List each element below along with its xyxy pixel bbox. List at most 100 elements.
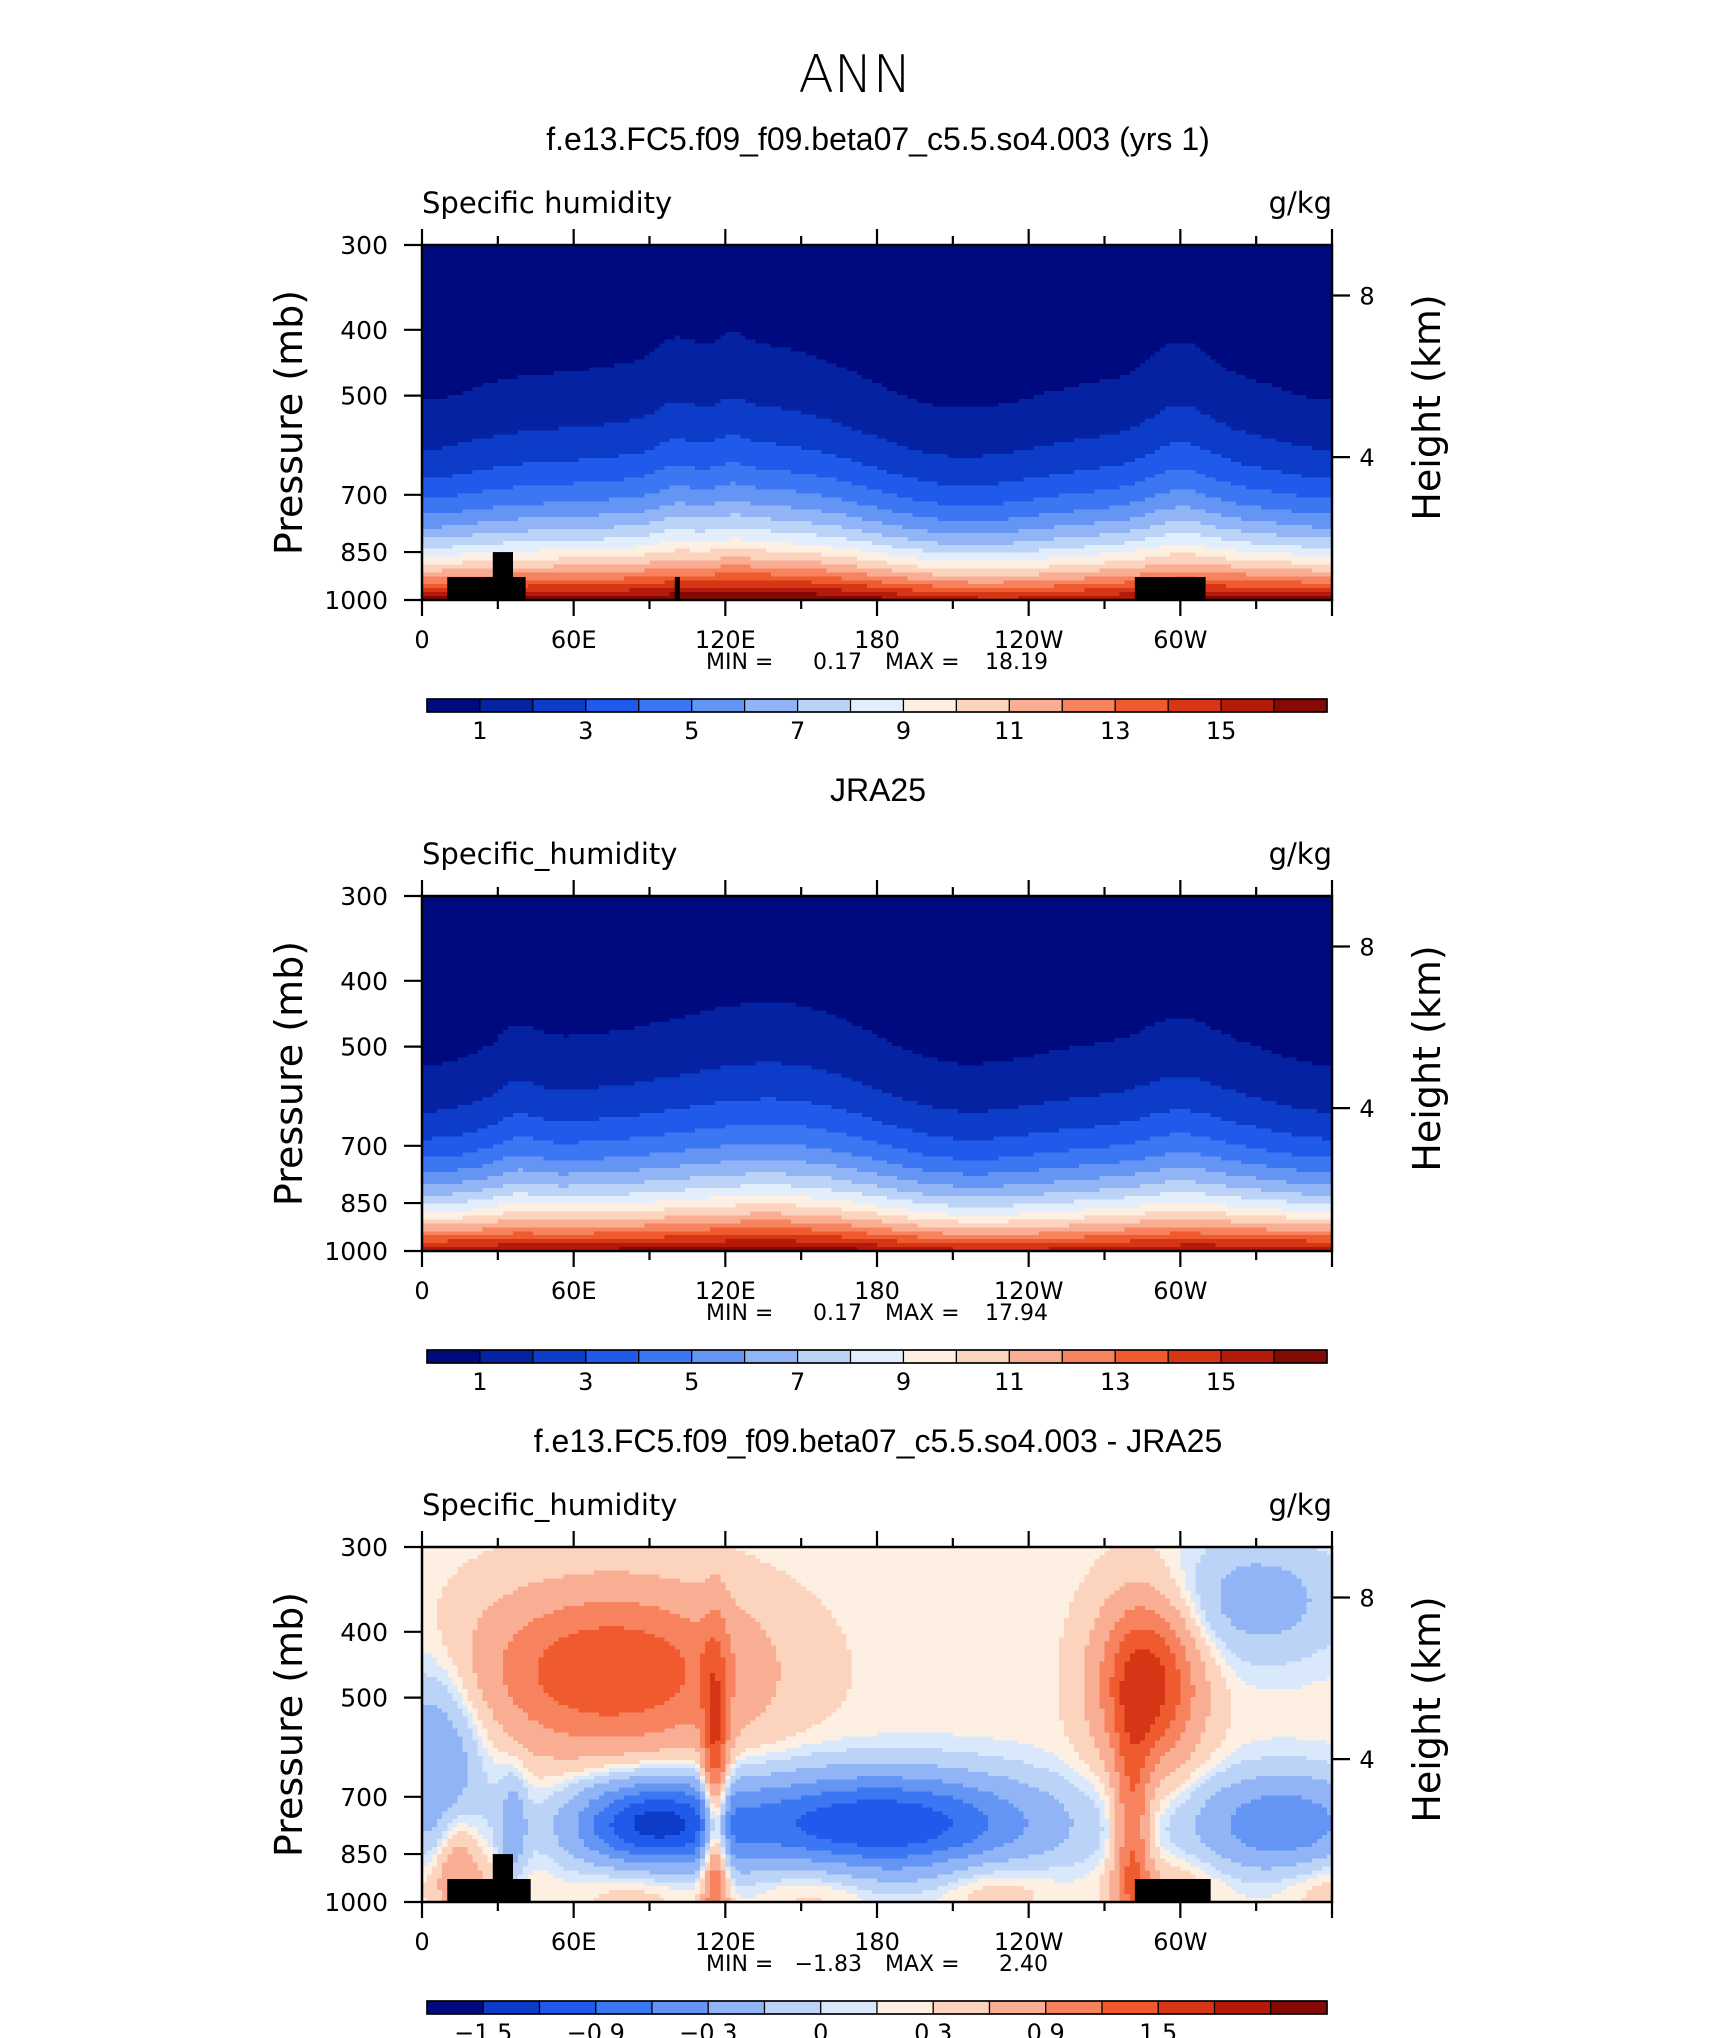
colorbar-box: [1114, 1349, 1169, 1364]
colorbar-box: [707, 2000, 766, 2015]
x-tick-label: 180: [854, 626, 900, 654]
colorbar-box: [532, 698, 587, 713]
colorbar-box: [1008, 1349, 1063, 1364]
colorbar-box: [691, 698, 746, 713]
y-tick-label: 400: [340, 1618, 388, 1647]
units-label: g/kg: [1269, 837, 1332, 871]
colorbar: 1 3 5 7 9 11 13 15: [426, 698, 1328, 745]
colorbar-box: [1157, 2000, 1216, 2015]
colorbar-box: [1167, 698, 1222, 713]
colorbar-box: [932, 2000, 991, 2015]
colorbar-label: 1.5: [1139, 2019, 1177, 2038]
colorbar-box: [796, 698, 852, 713]
colorbar-label: 13: [1100, 717, 1131, 745]
max-label: MAX =: [885, 1952, 960, 1977]
min-value: 0.17: [813, 650, 862, 675]
min-label: MIN =: [706, 1301, 773, 1326]
colorbar-frame: [426, 2000, 1328, 2015]
y-right-axis-label: Height (km): [1405, 1596, 1449, 1822]
x-tick-label: 60W: [1153, 626, 1207, 654]
y-tick-label: 500: [340, 382, 388, 411]
y-tick-label: 300: [340, 882, 388, 911]
colorbar-box: [1213, 2000, 1272, 2015]
land-block: [1134, 1879, 1211, 1902]
colorbar-box: [744, 1349, 799, 1364]
panel-1: f.e13.FC5.f09_f09.beta07_c5.5.so4.003 (y…: [267, 121, 1449, 745]
variable-label: Specific_humidity: [422, 1488, 677, 1522]
land-block: [492, 1854, 513, 1902]
colorbar-box: [426, 1349, 481, 1364]
colorbar-box: [538, 2000, 597, 2015]
y-tick-label: 400: [340, 967, 388, 996]
y-right-tick-label: 4: [1359, 1746, 1374, 1774]
colorbar-label: 0.9: [1027, 2019, 1065, 2038]
colorbar-label: 1: [472, 717, 487, 745]
x-tick-label: 60W: [1153, 1928, 1207, 1956]
x-tick-label: 180: [854, 1928, 900, 1956]
colorbar-box: [1061, 698, 1116, 713]
y-right-tick-label: 4: [1359, 444, 1374, 472]
colorbar-label: −0.9: [567, 2019, 625, 2038]
colorbar-box: [1008, 698, 1063, 713]
colorbar-label: 9: [896, 1368, 911, 1396]
land-block: [447, 1879, 531, 1902]
x-tick-label: 60E: [551, 1928, 597, 1956]
units-label: g/kg: [1269, 1488, 1332, 1522]
colorbar-label: −1.5: [454, 2019, 512, 2038]
panel-title: f.e13.FC5.f09_f09.beta07_c5.5.so4.003 - …: [534, 1423, 1222, 1459]
land-block: [492, 552, 513, 600]
colorbar-label: 9: [896, 717, 911, 745]
colorbar-box: [585, 698, 640, 713]
colorbar-box: [638, 1349, 693, 1364]
y-axis-label: Pressure (mb): [267, 1592, 311, 1857]
colorbar-label: 11: [994, 717, 1025, 745]
colorbar-box: [876, 2000, 934, 2015]
y-tick-label: 500: [340, 1033, 388, 1062]
colorbar-box: [820, 2000, 878, 2015]
y-right-tick-label: 8: [1359, 933, 1374, 961]
min-label: MIN =: [706, 650, 773, 675]
y-right-tick-label: 4: [1359, 1095, 1374, 1123]
colorbar-box: [1114, 698, 1169, 713]
colorbar-label: 5: [684, 717, 699, 745]
colorbar-box: [849, 1349, 905, 1364]
colorbar-label: 15: [1206, 717, 1237, 745]
colorbar-box: [1045, 2000, 1103, 2015]
x-tick-label: 180: [854, 1277, 900, 1305]
y-axis-label: Pressure (mb): [267, 290, 311, 555]
y-right-tick-label: 8: [1359, 282, 1374, 310]
colorbar-box: [796, 1349, 852, 1364]
colorbar-box: [1273, 1349, 1328, 1364]
topography-mask: [447, 1854, 1211, 1902]
y-tick-label: 850: [340, 1840, 388, 1869]
panel-title: f.e13.FC5.f09_f09.beta07_c5.5.so4.003 (y…: [546, 121, 1210, 157]
tick-marks: [420, 229, 1334, 616]
x-tick-label: 0: [414, 1928, 429, 1956]
colorbar-box: [955, 1349, 1010, 1364]
tick-marks: [420, 1531, 1334, 1918]
land-block: [447, 577, 526, 600]
y-tick-label: 850: [340, 1189, 388, 1218]
x-tick-label: 120W: [994, 1928, 1064, 1956]
max-label: MAX =: [885, 1301, 960, 1326]
colorbar-frame: [426, 698, 1328, 713]
panel-2: JRA25 Specific_humidity g/kg 0 60E 120E 180 120…: [267, 772, 1449, 1396]
x-tick-label: 60W: [1153, 1277, 1207, 1305]
y-tick-label: 500: [340, 1684, 388, 1713]
y-right-axis-label: Height (km): [1405, 945, 1449, 1171]
colorbar-box: [585, 1349, 640, 1364]
panel-title: JRA25: [830, 772, 926, 808]
colorbar-box: [651, 2000, 709, 2015]
max-value: 18.19: [985, 650, 1048, 675]
x-tick-label: 120W: [994, 1277, 1064, 1305]
colorbar-label: 11: [994, 1368, 1025, 1396]
contour-field: [422, 896, 1333, 1252]
colorbar-box: [1167, 1349, 1222, 1364]
colorbar-box: [1273, 698, 1328, 713]
colorbar-label: 0.3: [914, 2019, 952, 2038]
min-label: MIN =: [706, 1952, 773, 1977]
colorbar-box: [426, 698, 481, 713]
tick-marks: [420, 880, 1334, 1267]
colorbar-box: [955, 698, 1010, 713]
y-tick-label: 1000: [324, 1237, 388, 1266]
